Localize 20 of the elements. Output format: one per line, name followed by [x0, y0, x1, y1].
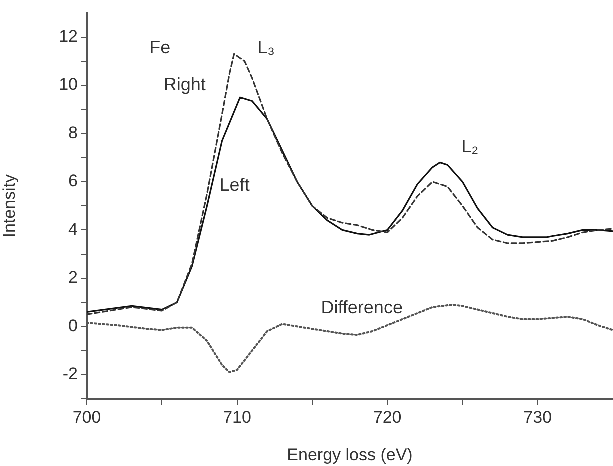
y-tick-label: 8 — [68, 123, 78, 142]
annotation: Fe — [150, 38, 171, 58]
x-tick-label: 720 — [373, 408, 402, 427]
y-tick-label: -2 — [62, 364, 78, 384]
x-tick-label: 700 — [72, 408, 102, 427]
annotation: L₃ — [258, 38, 275, 58]
y-axis-title: Intensity — [0, 174, 19, 238]
series-label: Right — [164, 74, 206, 95]
series-label: Difference — [321, 298, 403, 318]
y-tick-label: 12 — [59, 27, 78, 46]
y-tick-label: 6 — [68, 172, 78, 191]
y-tick-label: 10 — [59, 75, 78, 94]
y-tick-label: 0 — [68, 316, 78, 336]
x-axis-title: Energy loss (eV) — [287, 445, 413, 464]
x-tick-label: 730 — [524, 408, 552, 427]
y-tick-label: 2 — [68, 268, 78, 288]
y-tick-label: 4 — [68, 220, 78, 239]
annotation: L₂ — [462, 136, 479, 157]
series-label: Left — [220, 175, 250, 196]
x-tick-label: 710 — [223, 408, 252, 427]
